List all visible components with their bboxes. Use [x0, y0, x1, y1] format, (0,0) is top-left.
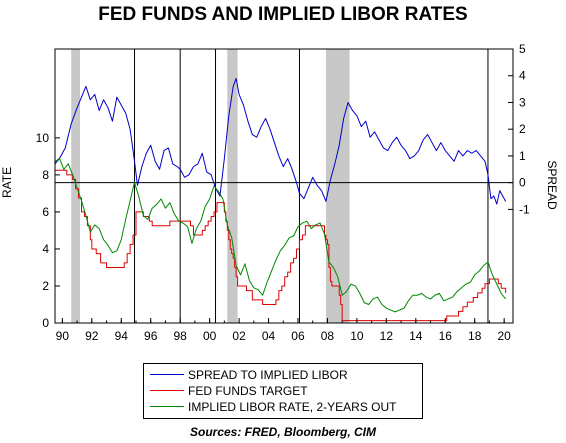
legend-item-fed-funds: FED FUNDS TARGET — [150, 383, 308, 399]
y-right-tick-label-1: 1 — [519, 149, 526, 163]
y-right-tick-label-4: 4 — [519, 69, 526, 83]
y-axis-left-label: RATE — [0, 166, 14, 198]
x-tick-label-14: 14 — [409, 329, 423, 343]
x-axis-ticks: 90 92 94 96 98 00 02 04 06 08 10 12 14 16 18 20 — [56, 318, 511, 343]
series-line-2 — [54, 157, 507, 313]
x-tick-label-90: 90 — [56, 329, 70, 343]
recession-bands — [71, 49, 350, 323]
x-tick-label-18: 18 — [468, 329, 482, 343]
legend: SPREAD TO IMPLIED LIBOR FED FUNDS TARGET… — [143, 363, 423, 419]
x-tick-label-10: 10 — [350, 329, 364, 343]
y-right-tick-label-2: 2 — [519, 122, 526, 136]
vertical-event-markers — [134, 49, 489, 323]
x-tick-label-92: 92 — [85, 329, 99, 343]
legend-label-spread: SPREAD TO IMPLIED LIBOR — [188, 367, 348, 382]
x-tick-label-02: 02 — [232, 329, 246, 343]
y-left-tick-label-4: 4 — [42, 242, 49, 256]
x-tick-label-16: 16 — [439, 329, 453, 343]
chart-title: FED FUNDS AND IMPLIED LIBOR RATES — [98, 4, 468, 25]
series-line-1 — [55, 169, 507, 322]
x-tick-label-98: 98 — [173, 329, 187, 343]
legend-swatch-implied-libor — [150, 406, 184, 408]
legend-label-fed-funds: FED FUNDS TARGET — [188, 383, 308, 398]
y-left-tick-label-8: 8 — [42, 168, 49, 182]
recession-band-1 — [227, 49, 238, 323]
y-axis-left-ticks: 0 2 4 6 8 10 — [36, 131, 60, 330]
y-left-tick-label-0: 0 — [42, 316, 49, 330]
x-tick-label-20: 20 — [497, 329, 511, 343]
y-right-tick-label--1: -1 — [519, 202, 530, 216]
y-axis-right-label: SPREAD — [545, 160, 559, 210]
x-tick-label-00: 00 — [203, 329, 217, 343]
x-tick-label-04: 04 — [262, 329, 276, 343]
y-axis-right-ticks: -1 0 1 2 3 4 5 — [508, 42, 530, 216]
legend-item-implied-libor: IMPLIED LIBOR RATE, 2-YEARS OUT — [150, 399, 397, 415]
x-tick-label-12: 12 — [380, 329, 394, 343]
x-tick-label-08: 08 — [321, 329, 335, 343]
legend-label-implied-libor: IMPLIED LIBOR RATE, 2-YEARS OUT — [188, 399, 397, 414]
plot-frame — [54, 48, 514, 324]
legend-swatch-fed-funds — [150, 390, 184, 392]
x-tick-label-94: 94 — [115, 329, 129, 343]
legend-swatch-spread — [150, 374, 184, 376]
y-left-tick-label-6: 6 — [42, 205, 49, 219]
y-right-tick-label-0: 0 — [519, 176, 526, 190]
y-left-tick-label-10: 10 — [36, 131, 50, 145]
x-tick-label-06: 06 — [291, 329, 305, 343]
series-lines — [54, 77, 507, 322]
y-left-tick-label-2: 2 — [42, 279, 49, 293]
legend-item-spread: SPREAD TO IMPLIED LIBOR — [150, 367, 348, 383]
y-right-tick-label-5: 5 — [519, 42, 526, 56]
sources-note: Sources: FRED, Bloomberg, CIM — [189, 425, 377, 439]
x-tick-label-96: 96 — [144, 329, 158, 343]
y-right-tick-label-3: 3 — [519, 95, 526, 109]
series-line-0 — [54, 77, 507, 205]
